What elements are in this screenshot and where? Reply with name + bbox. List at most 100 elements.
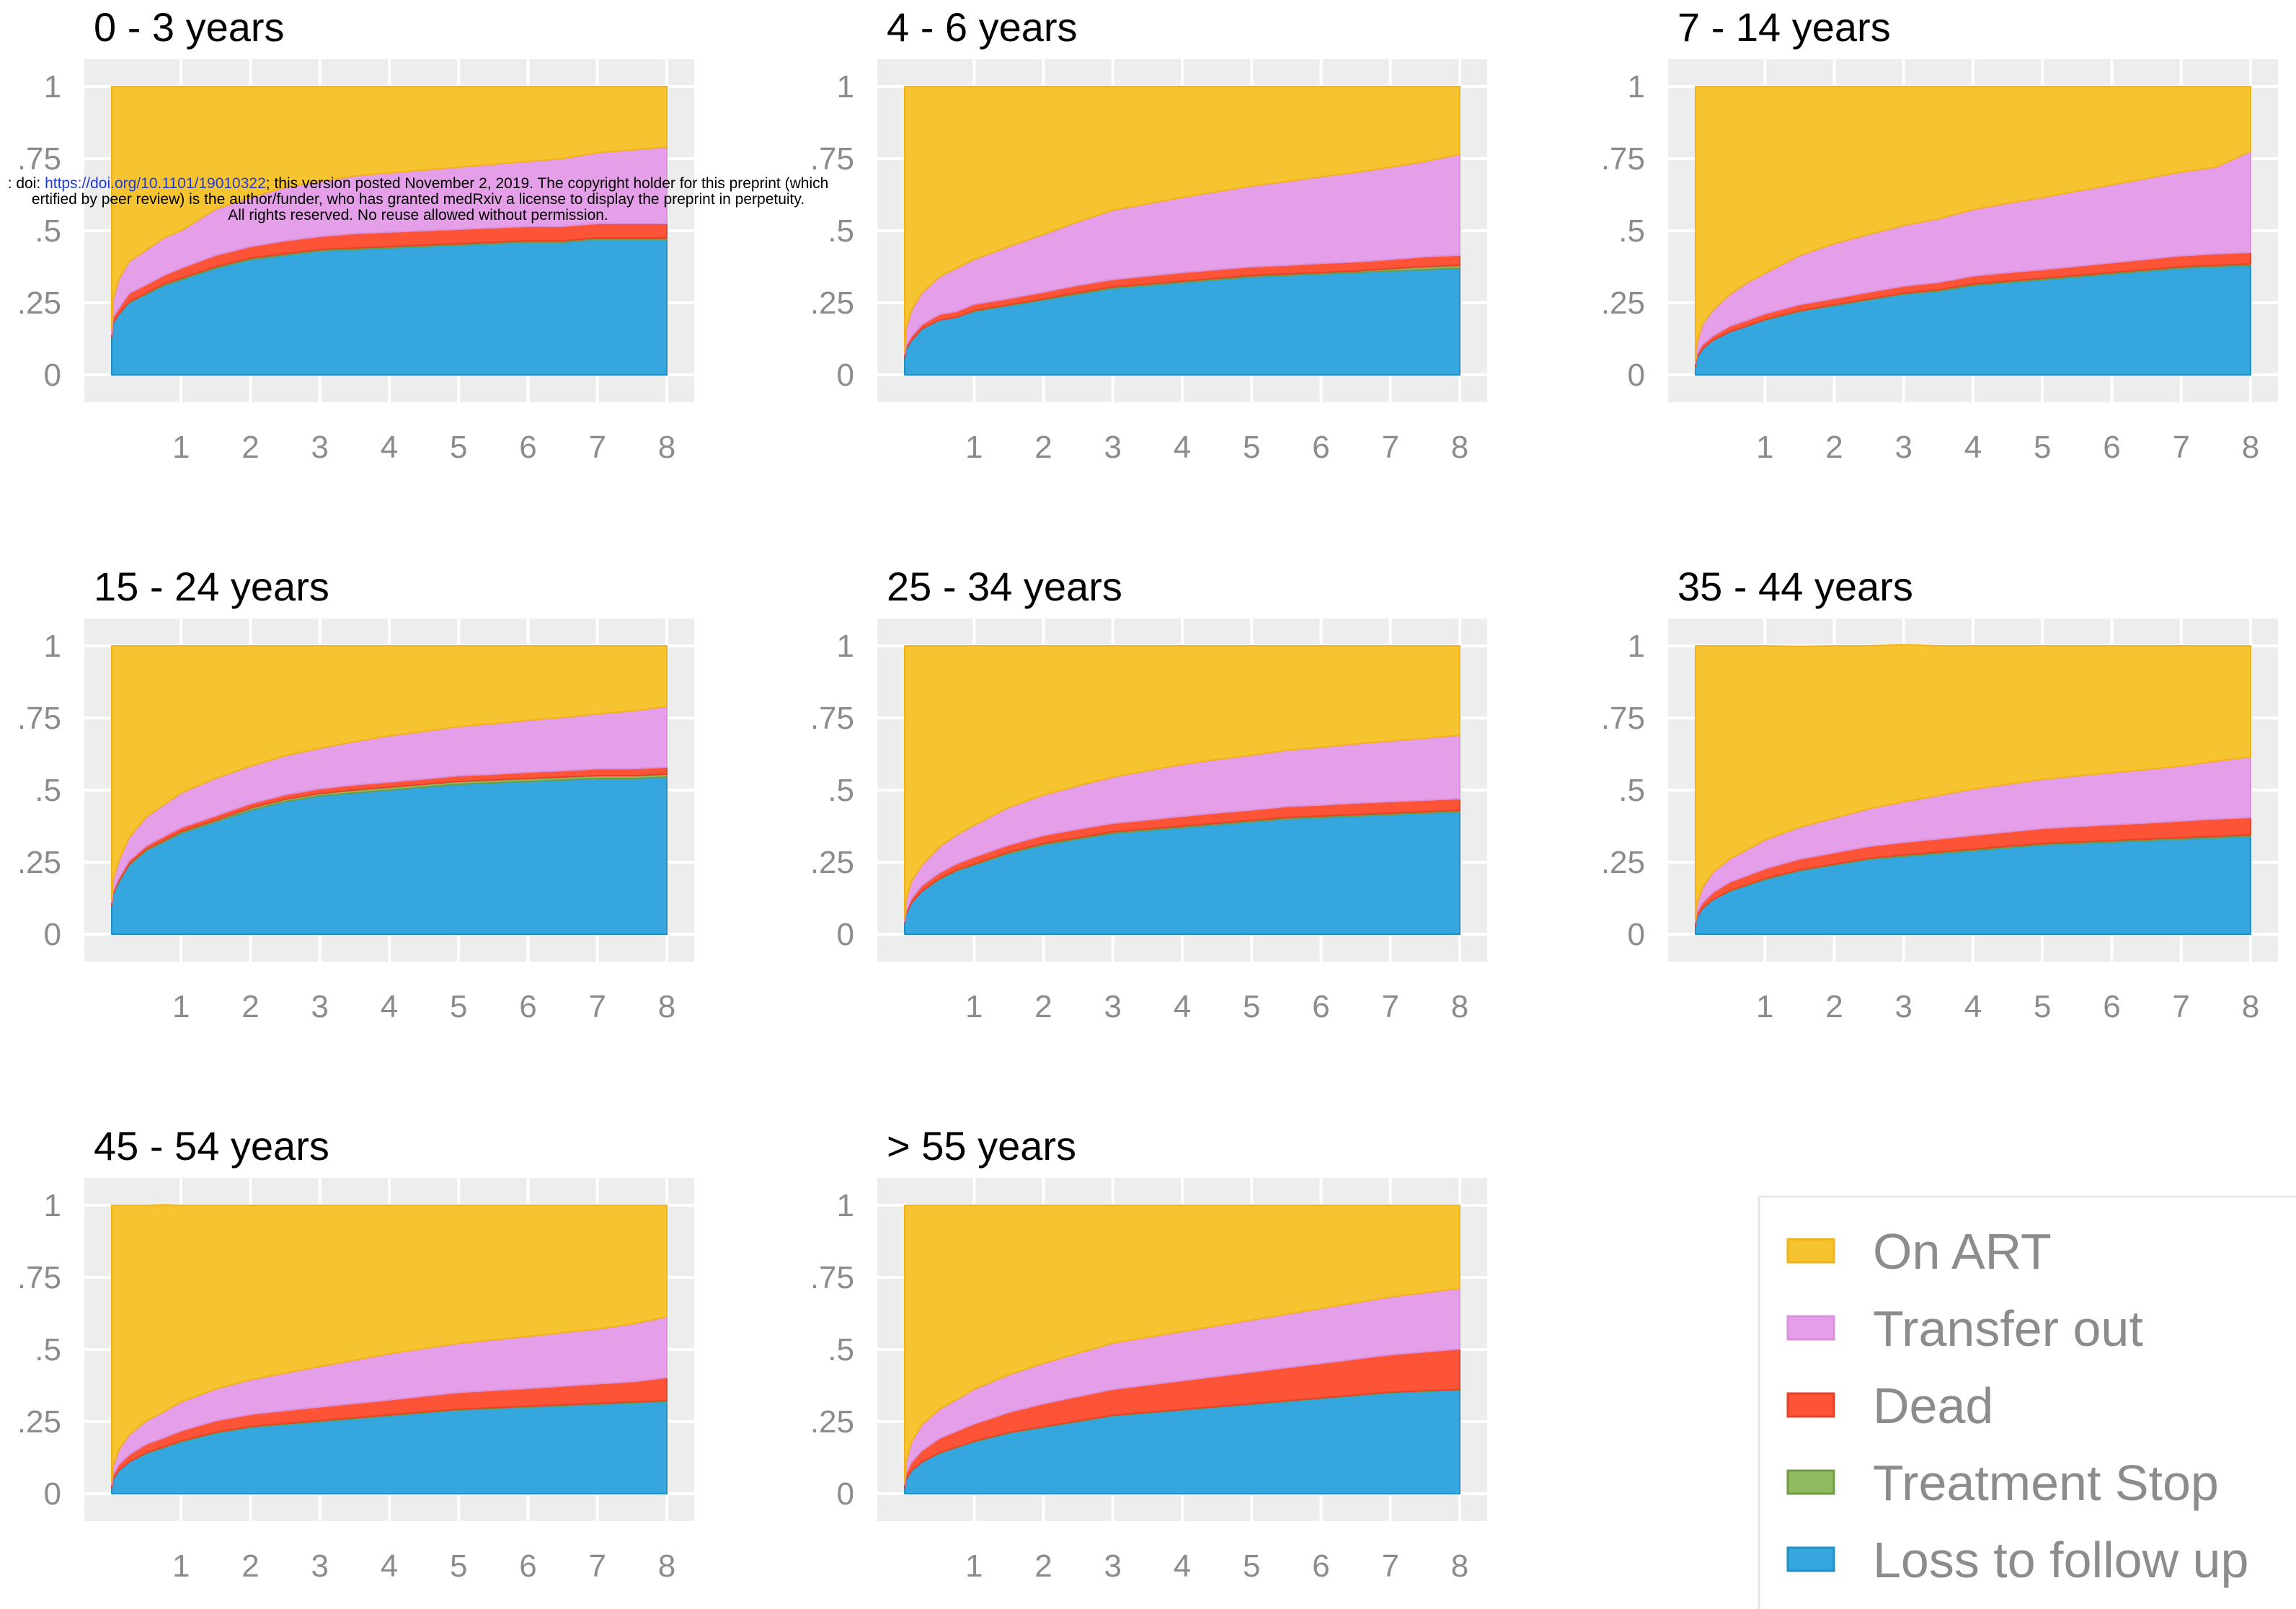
y-tick-label: .25: [1601, 285, 1645, 321]
legend: On ART Transfer out Dead Treatment Stop Loss…: [1758, 1195, 2296, 1609]
x-tick-label: 8: [1451, 430, 1468, 465]
x-tick-label: 2: [1825, 989, 1843, 1024]
legend-swatch: [1786, 1469, 1835, 1495]
y-tick-label: .5: [828, 213, 854, 249]
x-tick-label: 3: [311, 989, 329, 1024]
x-tick-label: 3: [1104, 430, 1122, 465]
legend-item-loss-to-follow-up: Loss to follow up: [1786, 1532, 2248, 1588]
x-tick-label: 8: [2242, 430, 2259, 465]
x-tick-label: 1: [1756, 430, 1773, 465]
x-tick-label: 2: [1034, 989, 1052, 1024]
area-on-art: [111, 86, 668, 329]
x-tick-label: 7: [2173, 430, 2190, 465]
x-tick-label: 6: [519, 989, 536, 1024]
legend-swatch: [1786, 1238, 1835, 1264]
y-tick-label: 1: [44, 1188, 61, 1223]
y-tick-label: 1: [44, 69, 61, 105]
area-on-art: [904, 645, 1461, 919]
x-tick-label: 4: [1174, 989, 1191, 1024]
y-tick-label: 1: [837, 69, 854, 105]
x-tick-label: 6: [2103, 430, 2120, 465]
y-tick-label: .25: [810, 1404, 854, 1440]
x-tick-label: 1: [965, 989, 983, 1024]
area-on-art: [111, 645, 668, 900]
legend-box: [1758, 1195, 2296, 1609]
x-tick-label: 5: [1243, 1548, 1260, 1584]
x-tick-label: 5: [450, 1548, 467, 1584]
x-tick-label: 4: [381, 430, 398, 465]
x-tick-label: 1: [965, 430, 983, 465]
y-tick-label: .5: [35, 213, 61, 249]
y-tick-label: .75: [810, 1260, 854, 1295]
x-tick-label: 3: [311, 430, 329, 465]
y-tick-label: 0: [44, 917, 61, 952]
y-tick-label: .5: [35, 1332, 61, 1368]
x-tick-label: 6: [1312, 1548, 1329, 1584]
y-tick-label: .25: [810, 845, 854, 880]
x-tick-label: 2: [1825, 430, 1843, 465]
legend-label: Transfer out: [1873, 1300, 2143, 1357]
x-tick-label: 5: [2034, 430, 2051, 465]
x-tick-label: 5: [2034, 989, 2051, 1024]
y-tick-label: 0: [837, 1476, 854, 1512]
x-tick-label: 8: [658, 430, 675, 465]
y-tick-label: .75: [1601, 701, 1645, 736]
x-tick-label: 4: [1174, 430, 1191, 465]
x-tick-label: 7: [589, 989, 606, 1024]
area-on-art: [904, 86, 1461, 353]
x-tick-label: 7: [589, 430, 606, 465]
y-tick-label: .75: [17, 701, 61, 736]
panel-title: 4 - 6 years: [887, 4, 1078, 50]
x-tick-label: 1: [965, 1548, 983, 1584]
area-on-art: [1695, 86, 2251, 361]
x-tick-label: 4: [1964, 989, 1982, 1024]
legend-item-on-art: On ART: [1786, 1223, 2052, 1280]
y-tick-label: 1: [1628, 629, 1645, 664]
watermark-prefix: : doi:: [7, 175, 45, 192]
legend-label: On ART: [1873, 1223, 2052, 1280]
panel-4-6-years: 4 - 6 years 0 .25 .5 .75 1 1 2 3 4 5 6 7 8: [810, 4, 1487, 465]
preprint-watermark: : doi: https://doi.org/10.1101/19010322;…: [0, 176, 836, 223]
stacked-areas: [111, 86, 668, 376]
y-tick-label: .25: [1601, 845, 1645, 880]
x-tick-label: 3: [1104, 1548, 1122, 1584]
x-tick-label: 2: [241, 430, 259, 465]
panel-25-34-years: 25 - 34 years 0 .25 .5 .75 1 1 2 3 4 5 6 7 8: [810, 564, 1487, 1024]
y-tick-label: .75: [810, 141, 854, 177]
panel-title: > 55 years: [887, 1123, 1076, 1169]
y-tick-label: .75: [17, 1260, 61, 1295]
y-tick-label: .25: [17, 285, 61, 321]
x-tick-label: 7: [1382, 1548, 1399, 1584]
legend-label: Loss to follow up: [1873, 1532, 2248, 1588]
y-tick-label: .25: [17, 1404, 61, 1440]
area-on-art: [1695, 644, 2251, 921]
legend-swatch: [1786, 1315, 1835, 1341]
y-tick-label: .75: [810, 701, 854, 736]
y-tick-label: 0: [44, 358, 61, 393]
stacked-areas: [904, 645, 1461, 935]
panel-7-14-years: 7 - 14 years 0 .25 .5 .75 1 1 2 3 4 5 6 7 8: [1601, 4, 2278, 465]
x-tick-label: 3: [1895, 430, 1912, 465]
x-tick-label: 2: [241, 1548, 259, 1584]
x-tick-label: 1: [172, 1548, 190, 1584]
x-tick-label: 1: [172, 989, 190, 1024]
y-tick-label: 0: [1628, 358, 1645, 393]
watermark-line-1: : doi: https://doi.org/10.1101/19010322;…: [0, 176, 836, 192]
x-tick-label: 6: [519, 430, 536, 465]
y-tick-label: .5: [828, 1332, 854, 1368]
x-tick-label: 5: [1243, 989, 1260, 1024]
x-tick-label: 4: [1964, 430, 1982, 465]
x-tick-label: 1: [172, 430, 190, 465]
watermark-doi-link[interactable]: https://doi.org/10.1101/19010322: [45, 175, 266, 192]
area-on-art: [904, 1205, 1461, 1483]
y-tick-label: 1: [1628, 69, 1645, 105]
y-tick-label: .5: [1618, 773, 1645, 808]
legend-label: Treatment Stop: [1873, 1455, 2219, 1511]
panel-title: 0 - 3 years: [94, 4, 285, 50]
stacked-areas: [111, 645, 668, 935]
y-tick-label: .5: [35, 773, 61, 808]
panel-45-54-years: 45 - 54 years 0 .25 .5 .75 1 1 2 3 4 5 6 7 8: [17, 1123, 694, 1584]
x-tick-label: 6: [519, 1548, 536, 1584]
x-tick-label: 2: [241, 989, 259, 1024]
x-tick-label: 8: [1451, 989, 1468, 1024]
